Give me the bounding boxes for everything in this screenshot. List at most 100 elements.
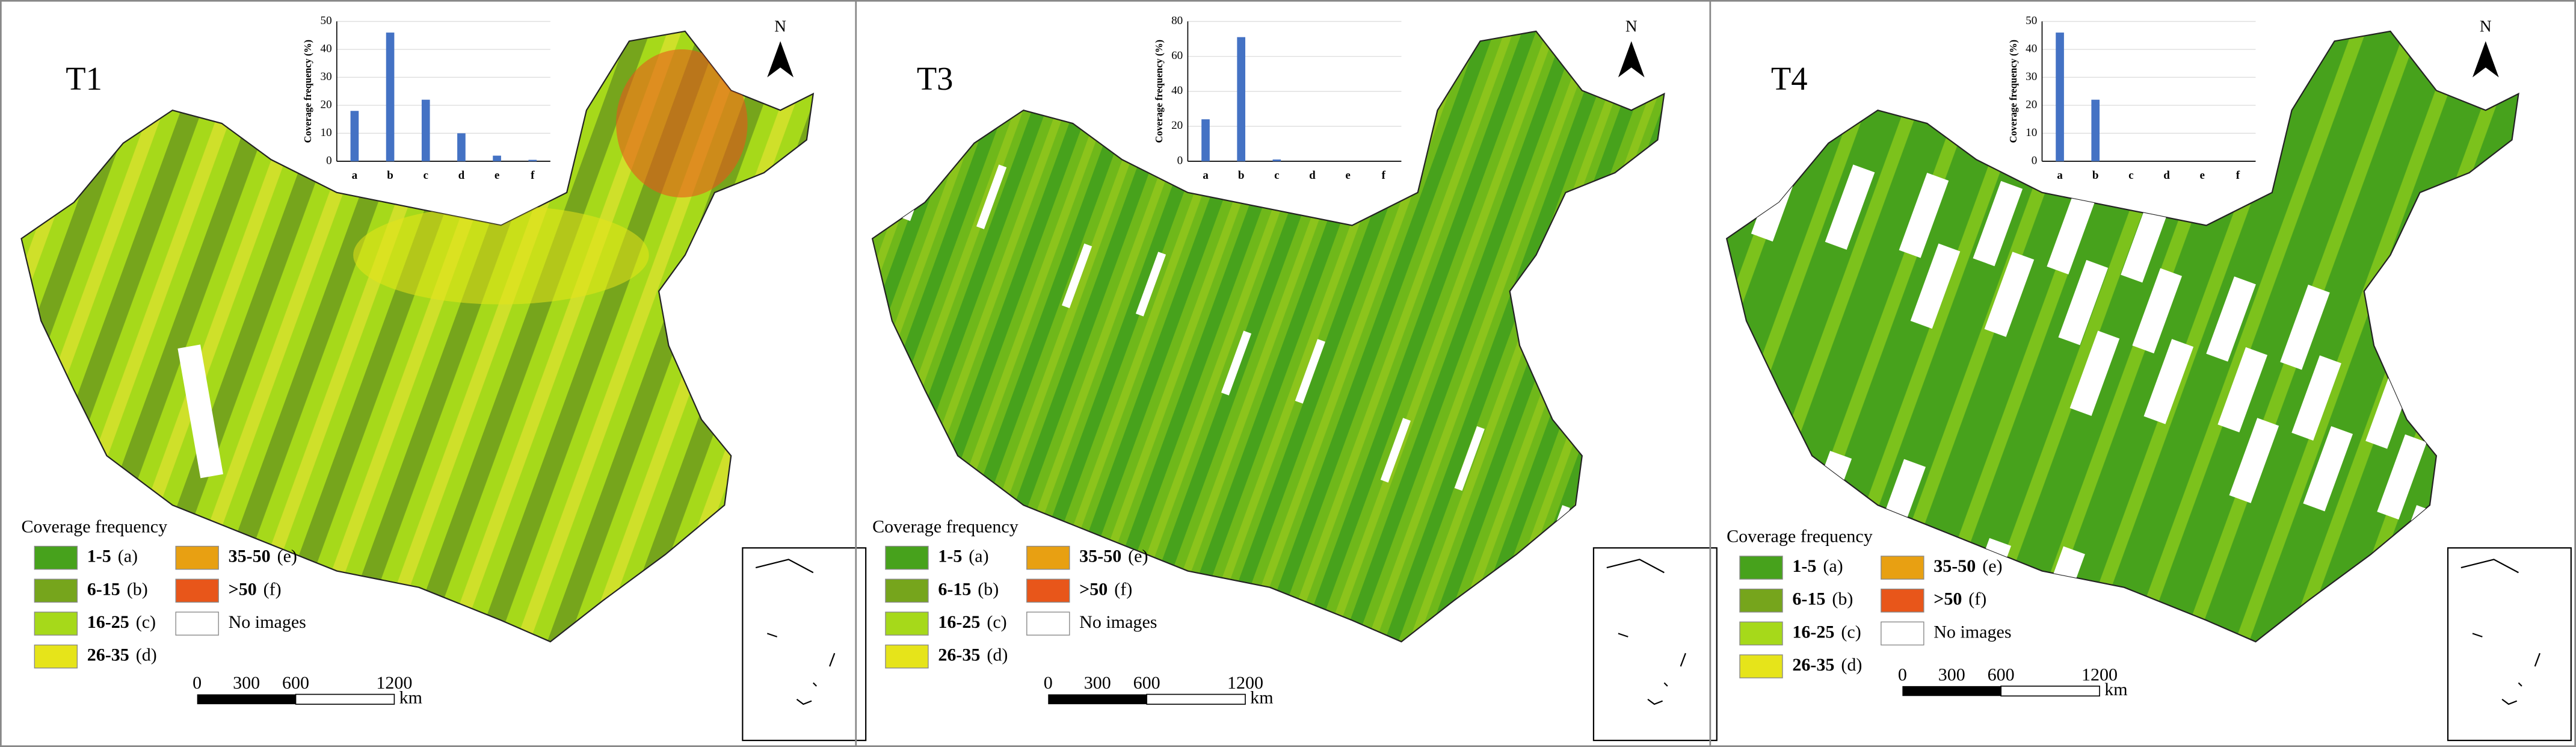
- legend-range: >50: [1079, 578, 1108, 599]
- scale-label: 300: [1084, 672, 1111, 693]
- map-gap: [2439, 371, 2489, 457]
- x-tick-label: b: [387, 169, 393, 182]
- panel-title: T4: [1771, 60, 1808, 97]
- map-gap: [1825, 164, 1875, 250]
- y-tick-label: 40: [321, 42, 332, 55]
- legend-label: 16-25 (c): [938, 612, 1006, 632]
- legend-range: No images: [229, 612, 306, 632]
- legend-range: 1-5: [938, 546, 962, 566]
- scale-label: 0: [1044, 672, 1053, 693]
- x-tick-label: b: [1238, 169, 1245, 182]
- legend-label: 35-50 (e): [1934, 556, 2002, 576]
- map-gap: [2303, 426, 2353, 512]
- legend-code: (c): [1841, 621, 1861, 642]
- scale-label: 1200: [1227, 672, 1263, 693]
- scale-unit: km: [2104, 679, 2127, 699]
- x-tick-label: e: [1345, 169, 1350, 182]
- inset-frame: [1592, 547, 1718, 742]
- legend-range: No images: [1934, 621, 2011, 642]
- panel: T4 N 0 10 20 30 40 50 Coverage frequency (%) a b c d…: [1725, 14, 2572, 742]
- legend-range: 6-15: [87, 578, 120, 599]
- x-tick-label: a: [352, 169, 358, 182]
- map-gap: [976, 164, 1007, 229]
- scale-label: 0: [193, 672, 202, 693]
- panel-title: T1: [66, 60, 102, 97]
- legend-code: (b): [1832, 589, 1853, 609]
- x-tick-label: f: [2236, 169, 2240, 182]
- legend-swatch: [175, 578, 219, 603]
- legend-label: No images: [1079, 612, 1157, 632]
- legend-swatch: [1881, 621, 1924, 646]
- panel-title: T3: [917, 60, 954, 97]
- inset-islands: [755, 559, 836, 705]
- legend-code: (f): [1114, 578, 1132, 599]
- legend-range: 16-25: [938, 612, 980, 632]
- x-tick-label: c: [2128, 169, 2133, 182]
- legend-range: 26-35: [87, 645, 129, 665]
- legend-swatch: [1739, 654, 1783, 678]
- legend-title: Coverage frequency: [872, 516, 1018, 536]
- legend-swatch: [1026, 612, 1070, 636]
- map-gap: [1295, 339, 1325, 404]
- map-gap: [2377, 434, 2427, 520]
- legend-label: 16-25 (c): [87, 612, 156, 632]
- x-tick-label: a: [1203, 169, 1209, 182]
- legend-swatch: [175, 545, 219, 570]
- y-tick-label: 30: [321, 70, 332, 83]
- inset-chart-bg: [2042, 21, 2256, 161]
- legend-range: 1-5: [1792, 556, 1816, 576]
- legend-title: Coverage frequency: [22, 516, 168, 536]
- legend-label: 6-15 (b): [87, 578, 148, 599]
- legend-label: 26-35 (d): [1792, 654, 1862, 675]
- scale-unit: km: [399, 687, 422, 708]
- north-arrow: [2472, 41, 2499, 78]
- y-tick-label: 0: [2032, 154, 2038, 167]
- scale-unit: km: [1250, 687, 1273, 708]
- legend-code: (a): [118, 546, 138, 566]
- legend-range: 1-5: [87, 546, 111, 566]
- legend-swatch: [1739, 556, 1783, 580]
- y-axis-label: Coverage frequency (%): [1153, 40, 1165, 143]
- map-gap: [2451, 442, 2501, 528]
- legend-range: 35-50: [1934, 556, 1976, 576]
- map-gap: [1221, 330, 1252, 395]
- map-gap: [1973, 181, 2023, 267]
- bar: [350, 111, 359, 161]
- legend-swatch: [885, 545, 929, 570]
- legend-code: (d): [136, 645, 157, 665]
- map-gap: [177, 344, 223, 479]
- bar: [2091, 99, 2100, 161]
- north-arrow: [767, 41, 794, 78]
- map-gap: [2217, 347, 2268, 433]
- x-tick-label: b: [2092, 169, 2099, 182]
- map-gap: [2121, 197, 2171, 283]
- scale-label: 600: [282, 672, 309, 693]
- legend-code: (e): [277, 546, 297, 566]
- y-tick-label: 40: [2026, 42, 2037, 55]
- panel: T3 N 0 20 40 60 80 Coverage frequency (%) a b c d e f…: [871, 14, 1718, 742]
- y-tick-label: 60: [1171, 49, 1183, 62]
- bar: [1272, 159, 1281, 161]
- north-label: N: [774, 17, 786, 36]
- y-axis-label: Coverage frequency (%): [302, 40, 313, 143]
- y-tick-label: 0: [1177, 154, 1183, 167]
- legend-label: 16-25 (c): [1792, 621, 1861, 642]
- legend-code: (f): [263, 578, 282, 599]
- north-label: N: [1625, 17, 1638, 36]
- y-tick-label: 30: [2026, 70, 2037, 83]
- legend-swatch: [1026, 578, 1070, 603]
- y-tick-label: 20: [321, 98, 332, 111]
- x-tick-label: d: [2163, 169, 2170, 182]
- map-gap: [2280, 284, 2330, 370]
- legend-code: (e): [1128, 546, 1148, 566]
- legend-range: >50: [229, 578, 257, 599]
- scale-bar-black: [1902, 686, 2001, 696]
- legend-code: (f): [1968, 589, 1986, 609]
- x-tick-label: f: [531, 169, 535, 182]
- map-gap: [2291, 355, 2341, 441]
- legend-code: (d): [987, 645, 1008, 665]
- legend-swatch: [885, 644, 929, 669]
- legend-range: >50: [1934, 589, 1962, 609]
